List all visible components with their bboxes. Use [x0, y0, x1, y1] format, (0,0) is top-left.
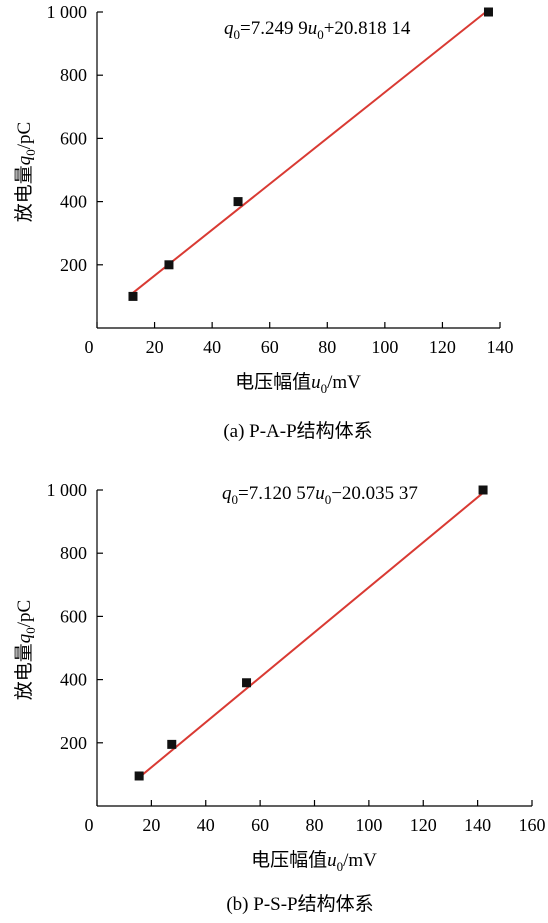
x-tick-label: 100 [371, 337, 398, 357]
plot-area-a: 200 400 600 800 1 000 0 20 40 60 80 100 120 140 [47, 2, 514, 357]
x-tick-label: 80 [318, 337, 336, 357]
fit-equation: q0=7.120 57u0−20.035 37 [222, 483, 418, 507]
data-point [233, 197, 243, 207]
figure-caption: (b) P-S-P结构体系 [226, 893, 373, 915]
x-tick-label: 120 [410, 815, 437, 835]
x-tick-label: 40 [197, 815, 215, 835]
fit-line [138, 492, 484, 779]
y-tick-label: 800 [60, 65, 87, 85]
plot-area-b: 200 400 600 800 1 000 0 20 40 60 80 100 120 140 160 [47, 480, 546, 835]
fit-line [132, 9, 490, 294]
fit-equation: q0=7.249 9u0+20.818 14 [224, 18, 411, 42]
y-tick-label: 400 [60, 670, 87, 690]
y-ticks: 200 400 600 800 1 000 [47, 2, 103, 275]
chart-a: 200 400 600 800 1 000 0 20 40 60 80 100 120 140 q0=… [13, 2, 514, 442]
x-tick-label: 0 [85, 815, 94, 835]
y-tick-label: 400 [60, 192, 87, 212]
y-tick-label: 1 000 [47, 2, 88, 22]
y-tick-label: 200 [60, 255, 87, 275]
x-tick-label: 60 [261, 337, 279, 357]
y-tick-label: 600 [60, 606, 87, 626]
data-point [134, 771, 144, 781]
y-ticks: 200 400 600 800 1 000 [47, 480, 103, 753]
figure-caption: (a) P-A-P结构体系 [223, 420, 372, 442]
x-tick-label: 60 [251, 815, 269, 835]
data-point [128, 291, 138, 301]
x-tick-label: 20 [142, 815, 160, 835]
data-point [164, 260, 174, 270]
y-axis-label: 放电量q0/pC [13, 122, 38, 222]
x-ticks: 0 20 40 60 80 100 120 140 160 [85, 800, 546, 835]
x-axis-label: 电压幅值u0/mV [251, 849, 377, 874]
y-tick-label: 600 [60, 128, 87, 148]
x-tick-label: 0 [85, 337, 94, 357]
data-point [483, 7, 493, 17]
data-point [242, 678, 252, 688]
x-tick-label: 120 [429, 337, 456, 357]
data-point [167, 739, 177, 749]
y-tick-label: 1 000 [47, 480, 88, 500]
data-point [478, 485, 488, 495]
y-tick-label: 800 [60, 543, 87, 563]
y-axis-label: 放电量q0/pC [13, 600, 38, 700]
x-tick-label: 40 [203, 337, 221, 357]
x-tick-label: 80 [306, 815, 324, 835]
x-tick-label: 100 [355, 815, 382, 835]
x-axis-label: 电压幅值u0/mV [235, 371, 361, 396]
x-tick-label: 140 [487, 337, 514, 357]
x-tick-label: 20 [146, 337, 164, 357]
x-ticks: 0 20 40 60 80 100 120 140 [85, 322, 514, 357]
y-tick-label: 200 [60, 733, 87, 753]
data-points [128, 7, 493, 301]
x-tick-label: 160 [519, 815, 546, 835]
data-points [134, 485, 488, 781]
x-tick-label: 140 [464, 815, 491, 835]
